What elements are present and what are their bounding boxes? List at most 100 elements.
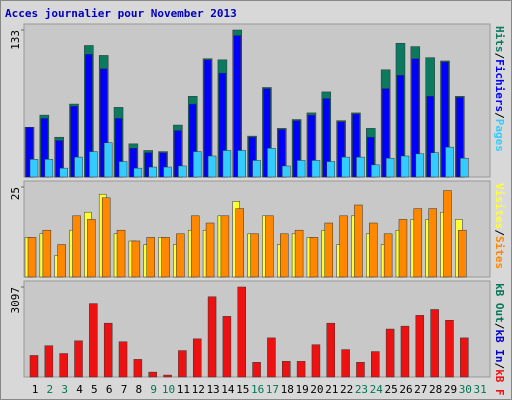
legend-entry: Sites <box>493 236 506 269</box>
bar <box>176 233 185 278</box>
y-tick-label: 3097 <box>9 287 22 314</box>
x-tick-label: 2 <box>47 383 54 396</box>
legend: kB Out/kB In/kB F <box>493 283 506 396</box>
bar <box>190 215 200 278</box>
bar <box>233 35 241 178</box>
bar <box>383 233 393 278</box>
bar <box>159 152 167 178</box>
x-tick-label: 5 <box>91 383 98 396</box>
x-tick-label: 20 <box>310 383 323 396</box>
bar <box>252 362 261 378</box>
bar <box>296 160 306 178</box>
x-tick-label: 28 <box>429 383 442 396</box>
bar <box>163 166 172 178</box>
bar <box>99 68 108 178</box>
legend-separator: / <box>493 112 506 119</box>
bar <box>235 208 244 278</box>
x-tick-label: 27 <box>414 383 427 396</box>
legend: Hits/Fichiers/Pages <box>493 26 506 152</box>
bar <box>426 96 434 178</box>
bar <box>339 215 348 278</box>
legend-entry: kB Out <box>493 283 506 323</box>
bar <box>40 118 49 178</box>
bar <box>103 142 113 178</box>
bar <box>59 353 68 378</box>
bar <box>326 161 336 178</box>
bar <box>74 340 83 378</box>
bar <box>192 338 202 378</box>
bar <box>311 344 321 378</box>
legend-separator: / <box>493 323 506 330</box>
x-tick-label: 3 <box>61 383 68 396</box>
bar <box>381 88 390 178</box>
x-tick-label: 22 <box>340 383 353 396</box>
bar <box>103 322 113 378</box>
bar <box>263 88 271 178</box>
bar <box>341 349 350 378</box>
bar <box>250 233 259 278</box>
x-tick-label: 24 <box>370 383 384 396</box>
y-tick-label: 25 <box>9 187 22 200</box>
bar <box>400 325 410 378</box>
x-tick-label: 9 <box>150 383 157 396</box>
bar <box>44 159 54 178</box>
bar <box>25 127 34 178</box>
bar <box>396 75 405 178</box>
x-tick-label: 19 <box>295 383 308 396</box>
x-tick-label: 25 <box>385 383 398 396</box>
y-tick-label: 133 <box>9 30 22 50</box>
legend-entry: Visites <box>493 183 506 229</box>
bar <box>352 113 360 178</box>
bar <box>356 362 365 378</box>
bar <box>129 148 138 178</box>
bar <box>326 322 336 378</box>
bar <box>188 103 197 178</box>
x-tick-label: 8 <box>136 383 143 396</box>
bar <box>203 59 212 178</box>
x-tick-label: 7 <box>121 383 128 396</box>
bar <box>324 222 334 278</box>
legend: Visites/Sites <box>493 183 506 269</box>
bar <box>309 237 319 278</box>
bar <box>131 240 141 278</box>
bar <box>265 215 274 278</box>
legend-entry: kB F <box>493 369 506 396</box>
bar <box>144 152 152 178</box>
bar <box>322 98 331 178</box>
bar <box>341 156 350 178</box>
bar <box>278 129 286 178</box>
bar <box>148 371 157 378</box>
bar <box>430 152 439 178</box>
bar <box>267 337 276 378</box>
bar <box>146 237 155 278</box>
x-tick-label: 30 <box>459 383 472 396</box>
bar <box>294 229 304 278</box>
bar <box>207 155 217 178</box>
bar <box>237 286 246 378</box>
bar <box>430 309 439 378</box>
bar <box>133 359 143 378</box>
bar <box>218 72 227 178</box>
bar <box>282 361 291 378</box>
bar <box>441 61 449 178</box>
bar <box>369 222 378 278</box>
bar <box>415 315 425 378</box>
bar <box>220 215 230 278</box>
bar <box>174 130 182 178</box>
bar <box>85 54 93 178</box>
bar <box>118 341 128 378</box>
x-tick-label: 15 <box>236 383 249 396</box>
chart-title: Acces journalier pour November 2013 <box>5 7 237 20</box>
x-tick-label: 13 <box>206 383 219 396</box>
bar <box>101 197 111 278</box>
bar <box>413 208 423 278</box>
legend-separator: / <box>493 229 506 236</box>
bar <box>311 160 321 178</box>
x-tick-label: 1 <box>32 383 39 396</box>
bar <box>237 150 246 178</box>
bar <box>411 58 420 178</box>
panel <box>23 280 491 378</box>
bar <box>55 140 63 178</box>
bar <box>371 351 380 378</box>
